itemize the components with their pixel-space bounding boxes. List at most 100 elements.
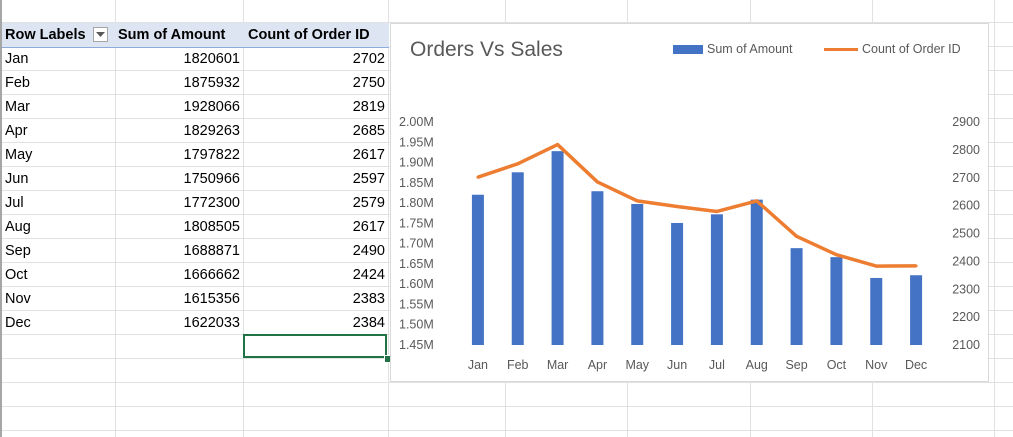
gridline-row bbox=[0, 22, 1013, 23]
row-labels-header[interactable]: Row Labels bbox=[5, 27, 86, 43]
gridline-row bbox=[0, 382, 1013, 383]
line-point-jul[interactable] bbox=[715, 209, 719, 213]
gridline-row bbox=[0, 406, 1013, 407]
legend-item-count: Count of Order ID bbox=[824, 42, 961, 56]
y-primary-tick-label: 2.00M bbox=[399, 115, 434, 129]
row-label-cell[interactable]: Apr bbox=[5, 123, 28, 139]
bar-may[interactable] bbox=[631, 203, 644, 345]
x-tick-label: Nov bbox=[865, 358, 888, 372]
count-cell[interactable]: 2702 bbox=[352, 51, 385, 67]
amount-cell[interactable]: 1928066 bbox=[183, 99, 240, 115]
amount-cell[interactable]: 1797822 bbox=[183, 147, 240, 163]
count-cell[interactable]: 2617 bbox=[352, 219, 385, 235]
selected-cell[interactable] bbox=[243, 334, 387, 358]
y-secondary-tick-label: 2900 bbox=[952, 115, 980, 129]
legend-bar-swatch bbox=[673, 45, 703, 55]
y-primary-tick-label: 1.95M bbox=[399, 135, 434, 149]
amount-cell[interactable]: 1688871 bbox=[183, 243, 240, 259]
amount-cell[interactable]: 1808505 bbox=[183, 219, 240, 235]
bar-jul[interactable] bbox=[710, 214, 723, 345]
amount-cell[interactable]: 1875932 bbox=[183, 75, 240, 91]
amount-cell[interactable]: 1820601 bbox=[183, 51, 240, 67]
y-secondary-tick-label: 2200 bbox=[952, 310, 980, 324]
count-cell[interactable]: 2384 bbox=[352, 315, 385, 331]
row-label-cell[interactable]: May bbox=[5, 147, 33, 163]
line-count-of-order-id[interactable] bbox=[477, 142, 917, 268]
line-point-oct[interactable] bbox=[834, 253, 838, 257]
x-tick-label: Mar bbox=[547, 358, 569, 372]
count-order-header[interactable]: Count of Order ID bbox=[248, 27, 370, 43]
row-label-cell[interactable]: Jan bbox=[5, 51, 29, 67]
line-point-aug[interactable] bbox=[755, 199, 759, 203]
row-label-cell[interactable]: Jun bbox=[5, 171, 29, 187]
y-primary-tick-label: 1.50M bbox=[399, 318, 434, 332]
line-point-feb[interactable] bbox=[516, 162, 520, 166]
y-secondary-tick-label: 2100 bbox=[952, 338, 980, 352]
legend-line-swatch bbox=[824, 48, 858, 52]
line-point-nov[interactable] bbox=[874, 264, 878, 268]
amount-cell[interactable]: 1622033 bbox=[183, 315, 240, 331]
line-point-mar[interactable] bbox=[556, 143, 560, 147]
count-cell[interactable]: 2617 bbox=[352, 147, 385, 163]
row-label-cell[interactable]: Aug bbox=[5, 219, 31, 235]
count-cell[interactable]: 2579 bbox=[352, 195, 385, 211]
bar-apr[interactable] bbox=[591, 191, 604, 345]
x-tick-label: Feb bbox=[507, 358, 529, 372]
y-primary-tick-label: 1.90M bbox=[399, 156, 434, 170]
line-point-jan[interactable] bbox=[476, 175, 480, 179]
legend-label-amount: Sum of Amount bbox=[707, 42, 793, 56]
line-point-jun[interactable] bbox=[675, 204, 679, 208]
y-primary-tick-label: 1.70M bbox=[399, 237, 434, 251]
count-cell[interactable]: 2490 bbox=[352, 243, 385, 259]
bar-aug[interactable] bbox=[750, 199, 763, 345]
line-point-dec[interactable] bbox=[914, 264, 918, 268]
sheet-left-border bbox=[0, 0, 2, 437]
y-primary-tick-label: 1.80M bbox=[399, 196, 434, 210]
x-tick-label: Sep bbox=[785, 358, 807, 372]
amount-cell[interactable]: 1615356 bbox=[183, 291, 240, 307]
bar-sep[interactable] bbox=[790, 248, 803, 345]
bar-nov[interactable] bbox=[870, 277, 883, 345]
y-primary-tick-label: 1.65M bbox=[399, 257, 434, 271]
row-label-cell[interactable]: Mar bbox=[5, 99, 30, 115]
gridline-col bbox=[388, 0, 389, 437]
y-primary-tick-label: 1.75M bbox=[399, 216, 434, 230]
row-label-cell[interactable]: Jul bbox=[5, 195, 24, 211]
pivot-header-row: Row Labels Sum of Amount Count of Order … bbox=[2, 23, 389, 48]
y-primary-tick-label: 1.85M bbox=[399, 176, 434, 190]
count-cell[interactable]: 2685 bbox=[352, 123, 385, 139]
count-cell[interactable]: 2383 bbox=[352, 291, 385, 307]
x-tick-label: Apr bbox=[588, 358, 607, 372]
bar-mar[interactable] bbox=[551, 151, 564, 345]
x-tick-label: Jun bbox=[667, 358, 687, 372]
amount-cell[interactable]: 1829263 bbox=[183, 123, 240, 139]
y-secondary-tick-label: 2300 bbox=[952, 282, 980, 296]
bar-oct[interactable] bbox=[830, 257, 843, 345]
gridline-col bbox=[994, 0, 995, 437]
bar-dec[interactable] bbox=[910, 275, 923, 345]
line-point-sep[interactable] bbox=[795, 234, 799, 238]
sum-amount-header[interactable]: Sum of Amount bbox=[118, 27, 226, 43]
plot-area: 1.45M 1.50M 1.55M 1.60M 1.65M 1.70M 1.75M 1.80M… bbox=[399, 115, 980, 372]
count-cell[interactable]: 2424 bbox=[352, 267, 385, 283]
amount-cell[interactable]: 1666662 bbox=[183, 267, 240, 283]
line-point-may[interactable] bbox=[635, 199, 639, 203]
amount-cell[interactable]: 1772300 bbox=[183, 195, 240, 211]
amount-cell[interactable]: 1750966 bbox=[183, 171, 240, 187]
row-label-cell[interactable]: Nov bbox=[5, 291, 31, 307]
combo-chart[interactable]: Orders Vs Sales Sum of Amount Count of O… bbox=[390, 23, 989, 382]
x-tick-label: Oct bbox=[827, 358, 847, 372]
row-label-cell[interactable]: Sep bbox=[5, 243, 31, 259]
bar-feb[interactable] bbox=[511, 172, 524, 345]
bar-jan[interactable] bbox=[471, 194, 484, 345]
count-cell[interactable]: 2750 bbox=[352, 75, 385, 91]
count-cell[interactable]: 2597 bbox=[352, 171, 385, 187]
line-point-apr[interactable] bbox=[595, 180, 599, 184]
row-label-cell[interactable]: Feb bbox=[5, 75, 30, 91]
bar-jun[interactable] bbox=[671, 222, 684, 345]
row-label-cell[interactable]: Dec bbox=[5, 315, 31, 331]
row-label-cell[interactable]: Oct bbox=[5, 267, 28, 283]
count-cell[interactable]: 2819 bbox=[352, 99, 385, 115]
y-primary-tick-label: 1.45M bbox=[399, 338, 434, 352]
dropdown-arrow-icon[interactable] bbox=[93, 27, 108, 42]
